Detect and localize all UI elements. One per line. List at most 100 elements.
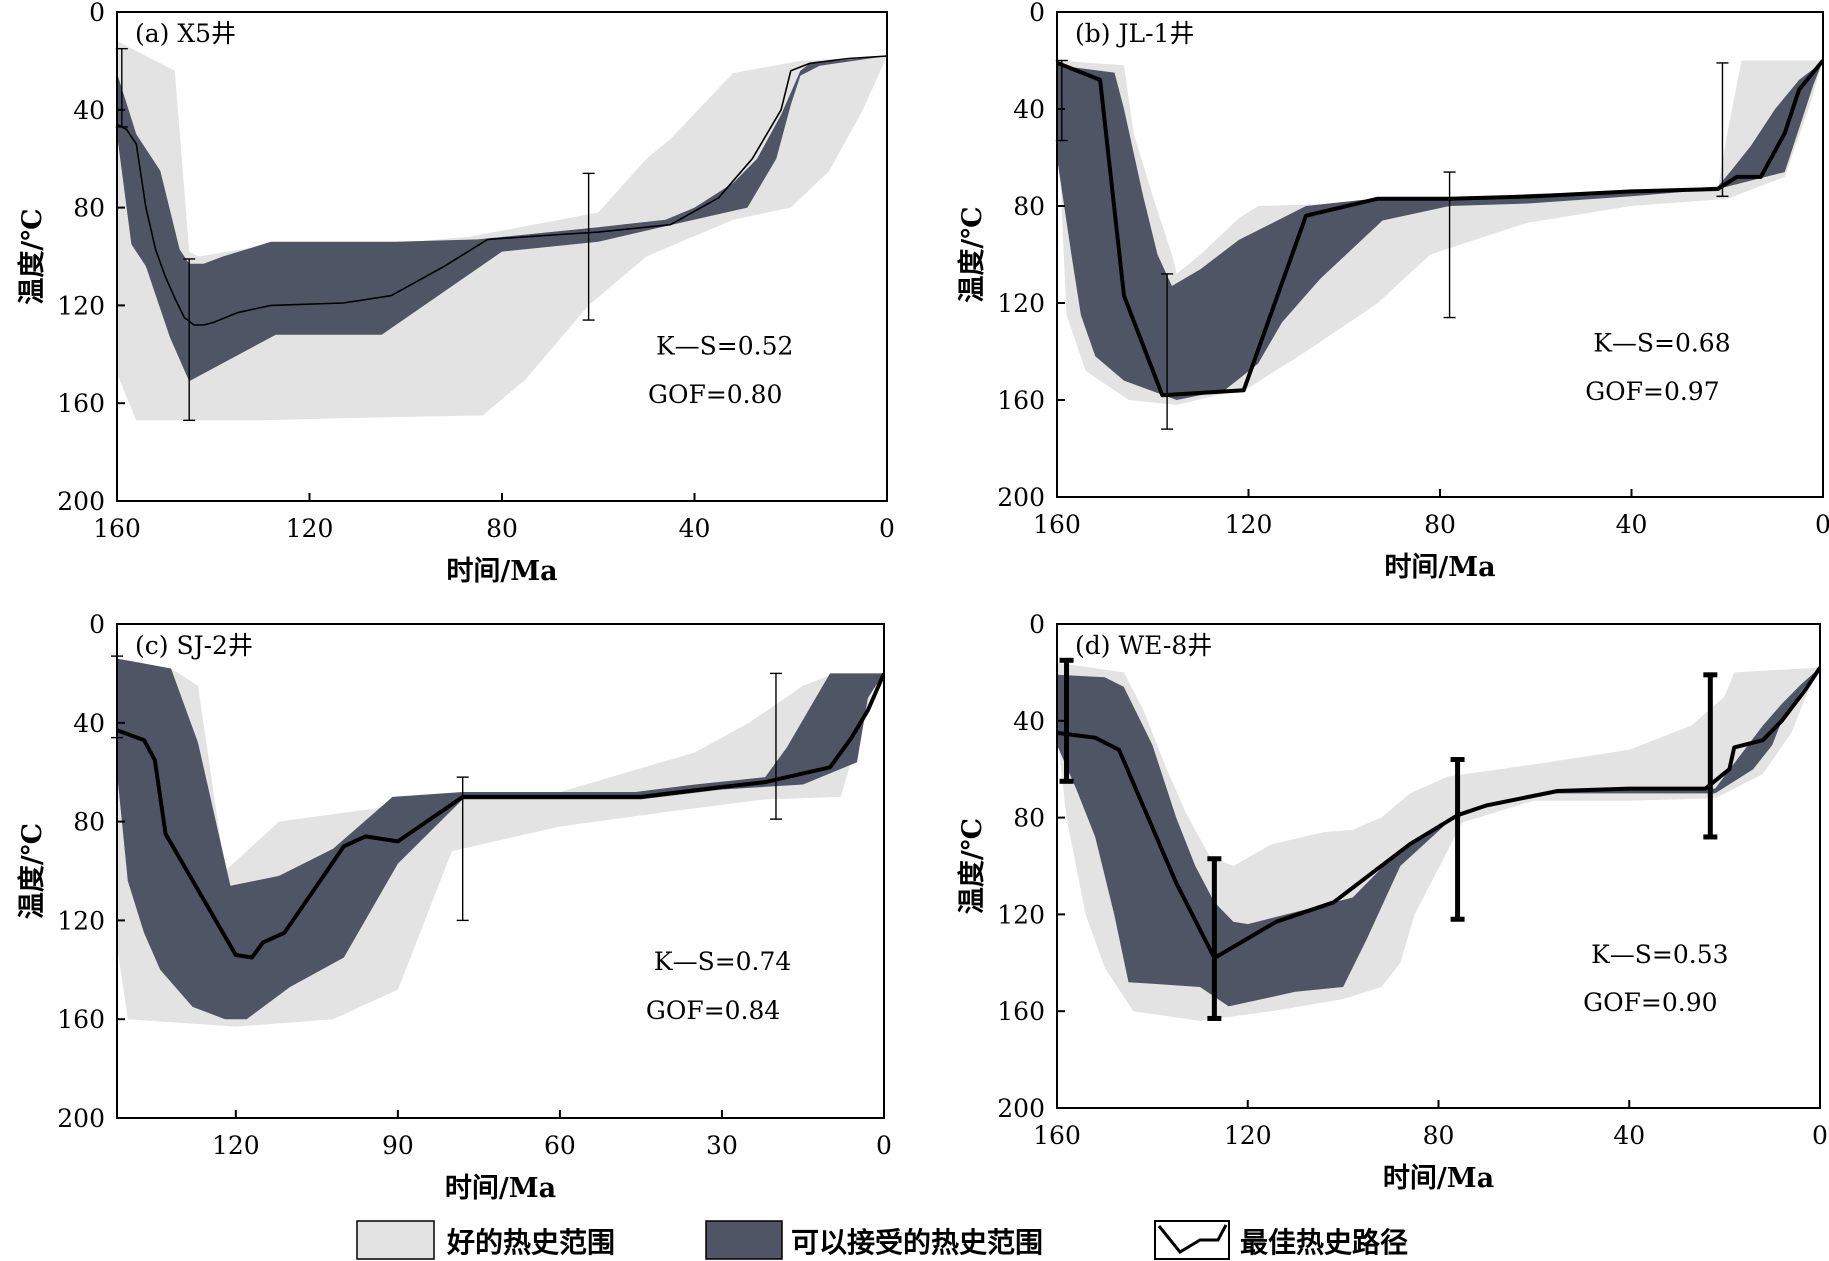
y-tick-label: 80	[73, 194, 105, 223]
plot-area	[1057, 59, 1823, 405]
x-tick-label: 90	[382, 1131, 414, 1160]
y-tick-label: 40	[1013, 707, 1045, 736]
error-bar	[1059, 657, 1074, 784]
legend-path-glyph	[1157, 1224, 1228, 1254]
y-tick-label: 200	[57, 1104, 105, 1133]
y-tick-label: 0	[1029, 610, 1045, 639]
y-axis-title: 温度/℃	[956, 206, 988, 302]
legend: 好的热史范围 可以接受的热史范围 最佳热史路径	[356, 1220, 1408, 1260]
x-tick-label: 120	[212, 1131, 260, 1160]
x-tick-label: 0	[1812, 1121, 1828, 1150]
x-axis-title: 时间/Ma	[445, 1173, 556, 1204]
panel-label: (a) X5井	[135, 19, 236, 48]
gof-statistic: GOF=0.84	[646, 996, 780, 1025]
x-tick-label: 0	[1815, 510, 1829, 539]
error-bar	[769, 672, 782, 820]
error-bar	[582, 172, 595, 321]
acceptable-range-area	[1057, 60, 1823, 400]
gof-statistic: GOF=0.90	[1583, 988, 1717, 1017]
best-path-line	[117, 672, 884, 960]
gof-statistic: GOF=0.97	[1585, 377, 1719, 406]
x-tick-label: 80	[1423, 1121, 1455, 1150]
y-tick-label: 120	[57, 906, 105, 935]
y-tick-label: 40	[1013, 95, 1045, 124]
y-tick-label: 200	[57, 487, 105, 516]
error-bar	[183, 258, 196, 422]
ks-statistic: K—S=0.74	[654, 947, 791, 976]
legend-item-acceptable: 可以接受的热史范围	[705, 1220, 1043, 1260]
panel-label: (b) JL-1井	[1075, 19, 1194, 48]
legend-label-good: 好的热史范围	[446, 1226, 615, 1259]
y-tick-label: 40	[73, 709, 105, 738]
x-axis-title: 时间/Ma	[1384, 552, 1495, 583]
plot-area	[117, 41, 887, 421]
y-axis-title: 温度/℃	[956, 818, 988, 914]
acceptable-range-area	[117, 56, 887, 382]
x-axis-title: 时间/Ma	[446, 556, 557, 587]
y-tick-label: 120	[997, 900, 1045, 929]
x-tick-label: 0	[879, 514, 895, 543]
best-path-line	[1057, 59, 1823, 398]
ks-statistic: K—S=0.68	[1593, 329, 1730, 358]
x-tick-label: 40	[679, 514, 711, 543]
y-tick-label: 0	[1029, 0, 1045, 27]
error-bar	[456, 776, 469, 922]
best-path-line	[117, 55, 887, 326]
legend-swatch-acceptable	[705, 1220, 783, 1260]
x-tick-label: 60	[544, 1131, 576, 1160]
y-tick-label: 80	[1013, 192, 1045, 221]
y-axis-title: 温度/℃	[16, 208, 48, 304]
x-tick-label: 120	[1224, 1121, 1272, 1150]
acceptable-range-area	[1057, 667, 1820, 1007]
x-tick-label: 80	[1424, 510, 1456, 539]
y-tick-label: 160	[997, 386, 1045, 415]
x-tick-label: 40	[1616, 510, 1648, 539]
error-bar	[1161, 273, 1174, 430]
y-tick-label: 160	[57, 1005, 105, 1034]
legend-label-acceptable: 可以接受的热史范围	[791, 1226, 1043, 1259]
legend-item-good: 好的热史范围	[356, 1220, 615, 1260]
gof-statistic: GOF=0.80	[648, 380, 782, 409]
error-bar	[1443, 171, 1456, 319]
x-tick-label: 0	[876, 1131, 892, 1160]
acceptable-range-area	[117, 658, 884, 1020]
good-range-area	[117, 41, 887, 421]
legend-item-path: 最佳热史路径	[1154, 1220, 1408, 1260]
y-tick-label: 0	[89, 610, 105, 639]
y-tick-label: 80	[73, 808, 105, 837]
best-path-line	[1057, 666, 1820, 960]
y-tick-label: 160	[997, 997, 1045, 1026]
error-bar	[1450, 757, 1465, 922]
y-axis-title: 温度/℃	[16, 823, 48, 919]
ks-statistic: K—S=0.52	[656, 331, 793, 360]
error-bar	[1207, 856, 1222, 1021]
legend-label-path: 最佳热史路径	[1240, 1226, 1408, 1259]
x-tick-label: 120	[286, 514, 334, 543]
x-tick-label: 120	[1225, 510, 1273, 539]
error-bar	[1703, 672, 1718, 840]
x-tick-label: 160	[1033, 1121, 1081, 1150]
error-bar	[1716, 62, 1729, 198]
y-tick-label: 200	[997, 1094, 1045, 1123]
panel-label: (c) SJ-2井	[135, 631, 253, 660]
y-tick-label: 160	[57, 389, 105, 418]
y-tick-label: 200	[997, 483, 1045, 512]
y-tick-label: 80	[1013, 804, 1045, 833]
panel-c: 120 90 60 30 0 0 40 80 120 160 200 时间/Ma 温度/℃ (c) SJ-…	[16, 610, 892, 1204]
y-tick-label: 40	[73, 96, 105, 125]
y-tick-label: 0	[89, 0, 105, 27]
plot-area	[117, 658, 884, 1027]
y-tick-label: 120	[997, 289, 1045, 318]
ks-statistic: K—S=0.53	[1591, 940, 1728, 969]
panel-label: (d) WE-8井	[1075, 631, 1212, 660]
y-tick-label: 120	[57, 291, 105, 320]
x-tick-label: 80	[486, 514, 518, 543]
x-axis-title: 时间/Ma	[1383, 1163, 1494, 1194]
legend-swatch-good	[356, 1220, 435, 1260]
plot-frame	[116, 623, 885, 1119]
plot-area	[1057, 662, 1820, 1021]
